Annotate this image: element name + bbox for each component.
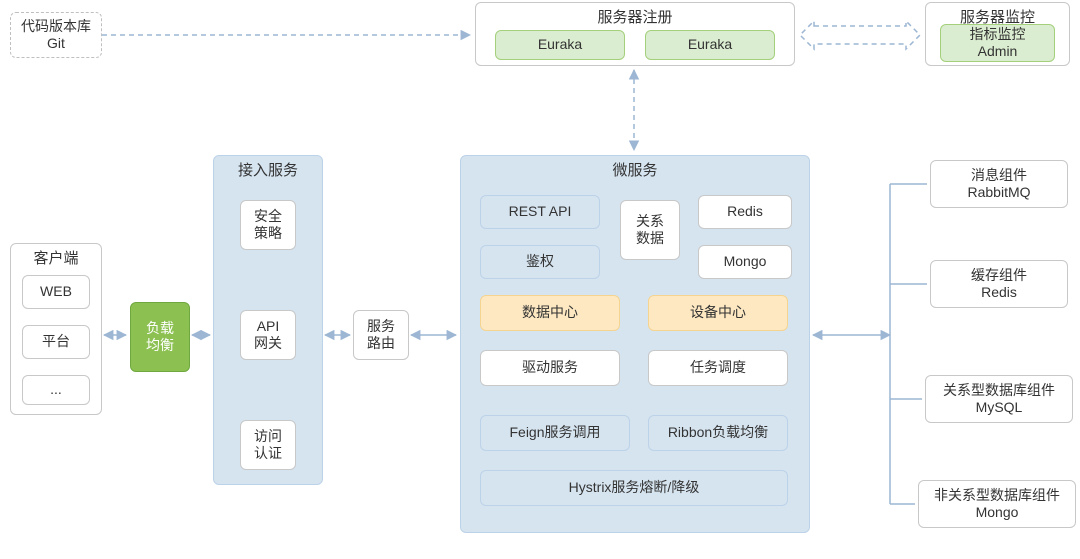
- node-client_more: ...: [22, 375, 90, 405]
- node-mq: 消息组件RabbitMQ: [930, 160, 1068, 208]
- node-eureka1: Euraka: [495, 30, 625, 60]
- node-registry-title: 服务器注册: [476, 9, 794, 28]
- edge-reg-to-mon: [800, 21, 920, 49]
- node-admin: 指标监控Admin: [940, 24, 1055, 62]
- node-client_plat-label: 平台: [42, 333, 70, 351]
- node-cache: 缓存组件Redis: [930, 260, 1068, 308]
- node-load_balance: 负载均衡: [130, 302, 190, 372]
- node-git-sub: Git: [47, 35, 65, 53]
- node-access_panel-title: 接入服务: [214, 162, 322, 181]
- node-ribbon-label: Ribbon负载均衡: [668, 424, 768, 442]
- node-hystrix-label: Hystrix服务熔断/降级: [569, 479, 700, 497]
- node-routing-sub: 路由: [367, 335, 395, 353]
- node-ribbon: Ribbon负载均衡: [648, 415, 788, 451]
- node-rest_api: REST API: [480, 195, 600, 229]
- node-client_plat: 平台: [22, 325, 90, 359]
- node-api_gateway-sub: 网关: [254, 335, 282, 353]
- node-hystrix: Hystrix服务熔断/降级: [480, 470, 788, 506]
- node-authz: 鉴权: [480, 245, 600, 279]
- node-admin-title: 指标监控: [970, 26, 1026, 44]
- node-mq-title: 消息组件: [971, 167, 1027, 185]
- node-client_more-label: ...: [50, 381, 62, 399]
- node-rel_data: 关系数据: [620, 200, 680, 260]
- node-micro_panel-title: 微服务: [461, 162, 809, 181]
- node-load_balance-title: 负载: [146, 320, 174, 338]
- node-eureka1-label: Euraka: [538, 36, 582, 54]
- node-load_balance-sub: 均衡: [146, 337, 174, 355]
- node-mongo-title: 非关系型数据库组件: [934, 487, 1060, 505]
- node-mongo_m: Mongo: [698, 245, 792, 279]
- node-cache-sub: Redis: [981, 284, 1017, 302]
- node-cache-title: 缓存组件: [971, 267, 1027, 285]
- node-mysql: 关系型数据库组件MySQL: [925, 375, 1073, 423]
- node-device_center: 设备中心: [648, 295, 788, 331]
- node-redis_m: Redis: [698, 195, 792, 229]
- node-driver-label: 驱动服务: [522, 359, 578, 377]
- node-feign-label: Feign服务调用: [509, 424, 600, 442]
- node-api_gateway: API网关: [240, 310, 296, 360]
- node-mongo-sub: Mongo: [976, 504, 1019, 522]
- node-api_gateway-title: API: [257, 318, 280, 336]
- node-security: 安全策略: [240, 200, 296, 250]
- node-rel_data-sub: 数据: [636, 230, 664, 248]
- node-git: 代码版本库Git: [10, 12, 102, 58]
- node-security-title: 安全: [254, 208, 282, 226]
- node-security-sub: 策略: [254, 225, 282, 243]
- node-driver: 驱动服务: [480, 350, 620, 386]
- node-data_center-label: 数据中心: [522, 304, 578, 322]
- node-mysql-sub: MySQL: [976, 399, 1023, 417]
- node-routing: 服务路由: [353, 310, 409, 360]
- node-authz-label: 鉴权: [526, 253, 554, 271]
- node-mq-sub: RabbitMQ: [967, 184, 1030, 202]
- node-mongo: 非关系型数据库组件Mongo: [918, 480, 1076, 528]
- node-mongo_m-label: Mongo: [724, 253, 767, 271]
- node-feign: Feign服务调用: [480, 415, 630, 451]
- node-git-title: 代码版本库: [21, 18, 91, 36]
- node-redis_m-label: Redis: [727, 203, 763, 221]
- node-mysql-title: 关系型数据库组件: [943, 382, 1055, 400]
- node-eureka2-label: Euraka: [688, 36, 732, 54]
- node-eureka2: Euraka: [645, 30, 775, 60]
- node-client_web-label: WEB: [40, 283, 72, 301]
- node-routing-title: 服务: [367, 318, 395, 336]
- node-auth: 访问认证: [240, 420, 296, 470]
- node-task: 任务调度: [648, 350, 788, 386]
- node-client_web: WEB: [22, 275, 90, 309]
- node-auth-sub: 认证: [254, 445, 282, 463]
- node-rest_api-label: REST API: [509, 203, 572, 221]
- node-auth-title: 访问: [254, 428, 282, 446]
- node-rel_data-title: 关系: [636, 213, 664, 231]
- node-task-label: 任务调度: [690, 359, 746, 377]
- node-client_panel-title: 客户端: [11, 250, 101, 269]
- node-data_center: 数据中心: [480, 295, 620, 331]
- node-device_center-label: 设备中心: [690, 304, 746, 322]
- node-admin-sub: Admin: [978, 43, 1018, 61]
